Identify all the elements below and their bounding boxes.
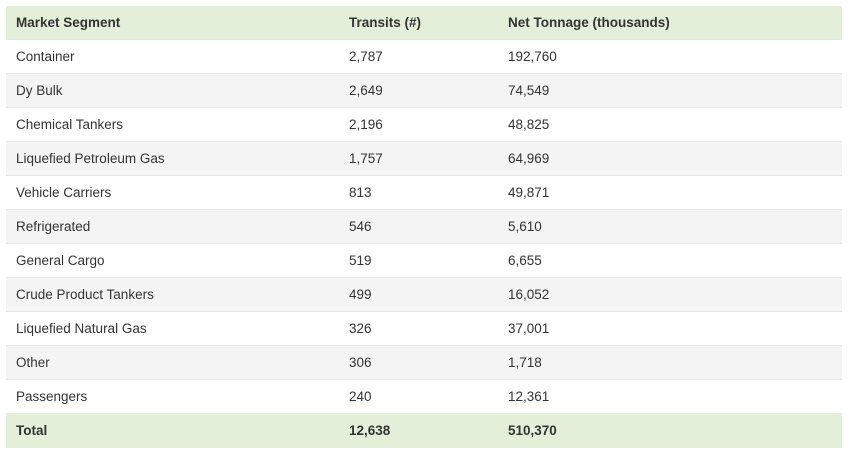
transits-cell: 519 bbox=[339, 242, 498, 277]
transits-cell: 326 bbox=[339, 310, 498, 345]
segment-cell: Passengers bbox=[6, 378, 339, 413]
segment-cell: Dy Bulk bbox=[6, 72, 339, 107]
transits-cell: 546 bbox=[339, 208, 498, 243]
table-body: Container 2,787 192,760 Dy Bulk 2,649 74,549 C… bbox=[6, 38, 842, 413]
table-row: Container 2,787 192,760 bbox=[6, 38, 842, 73]
segment-cell: Other bbox=[6, 344, 339, 379]
header-transits: Transits (#) bbox=[349, 14, 422, 30]
table-row: Chemical Tankers 2,196 48,825 bbox=[6, 106, 842, 141]
net-tonnage-cell: 1,718 bbox=[498, 344, 842, 379]
segment-cell: Liquefied Natural Gas bbox=[6, 310, 339, 345]
table-header-row: Market Segment Transits (#) Net Tonnage … bbox=[6, 6, 842, 39]
table-row: Passengers 240 12,361 bbox=[6, 378, 842, 413]
transits-cell: 2,649 bbox=[339, 72, 498, 107]
table-row: Liquefied Petroleum Gas 1,757 64,969 bbox=[6, 140, 842, 175]
segment-cell: Container bbox=[6, 38, 339, 73]
transits-cell: 240 bbox=[339, 378, 498, 413]
total-net-tonnage: 510,370 bbox=[508, 423, 557, 438]
segment-cell: Chemical Tankers bbox=[6, 106, 339, 141]
table-row: Vehicle Carriers 813 49,871 bbox=[6, 174, 842, 209]
transits-cell: 2,787 bbox=[339, 38, 498, 73]
transits-cell: 306 bbox=[339, 344, 498, 379]
segment-cell: Liquefied Petroleum Gas bbox=[6, 140, 339, 175]
net-tonnage-cell: 64,969 bbox=[498, 140, 842, 175]
table-total-row: Total 12,638 510,370 bbox=[6, 413, 842, 448]
header-market-segment: Market Segment bbox=[16, 14, 121, 30]
net-tonnage-cell: 5,610 bbox=[498, 208, 842, 243]
transits-cell: 1,757 bbox=[339, 140, 498, 175]
net-tonnage-cell: 6,655 bbox=[498, 242, 842, 277]
header-net-tonnage: Net Tonnage (thousands) bbox=[508, 14, 670, 30]
table-row: Other 306 1,718 bbox=[6, 344, 842, 379]
net-tonnage-cell: 37,001 bbox=[498, 310, 842, 345]
table-row: Liquefied Natural Gas 326 37,001 bbox=[6, 310, 842, 345]
net-tonnage-cell: 12,361 bbox=[498, 378, 842, 413]
segment-cell: Vehicle Carriers bbox=[6, 174, 339, 209]
market-segment-table: Market Segment Transits (#) Net Tonnage … bbox=[6, 6, 842, 448]
segment-cell: General Cargo bbox=[6, 242, 339, 277]
total-transits: 12,638 bbox=[349, 423, 391, 438]
table-row: Crude Product Tankers 499 16,052 bbox=[6, 276, 842, 311]
segment-cell: Crude Product Tankers bbox=[6, 276, 339, 311]
net-tonnage-cell: 16,052 bbox=[498, 276, 842, 311]
net-tonnage-cell: 48,825 bbox=[498, 106, 842, 141]
transits-cell: 499 bbox=[339, 276, 498, 311]
table-row: Dy Bulk 2,649 74,549 bbox=[6, 72, 842, 107]
transits-cell: 2,196 bbox=[339, 106, 498, 141]
net-tonnage-cell: 49,871 bbox=[498, 174, 842, 209]
total-label: Total bbox=[16, 423, 48, 438]
net-tonnage-cell: 192,760 bbox=[498, 38, 842, 73]
net-tonnage-cell: 74,549 bbox=[498, 72, 842, 107]
table-row: Refrigerated 546 5,610 bbox=[6, 208, 842, 243]
market-segment-table-container: Market Segment Transits (#) Net Tonnage … bbox=[6, 6, 842, 448]
table-row: General Cargo 519 6,655 bbox=[6, 242, 842, 277]
segment-cell: Refrigerated bbox=[6, 208, 339, 243]
transits-cell: 813 bbox=[339, 174, 498, 209]
